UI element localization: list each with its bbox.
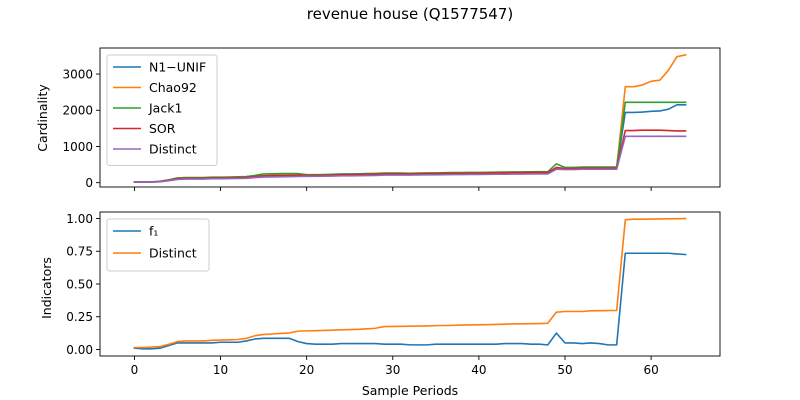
cardinality-legend-label-jack1: Jack1	[148, 101, 182, 116]
indicators-y-tick-label: 0.00	[66, 343, 93, 357]
cardinality-legend-label-n1-unif: N1−UNIF	[149, 60, 206, 75]
indicators-x-ticks: 0 10 20 30 40 50 60	[131, 356, 659, 377]
indicators-y-tick-label: 0.25	[66, 310, 93, 324]
x-tick-label: 50	[557, 363, 572, 377]
cardinality-y-ticks: 0 1000 2000 3000	[62, 67, 100, 190]
x-tick-label: 0	[131, 363, 139, 377]
indicators-legend-label-distinct: Distinct	[149, 246, 197, 261]
cardinality-axes-frame	[99, 47, 721, 188]
cardinality-legend: N1−UNIF Chao92 Jack1 SOR Distinct	[106, 54, 218, 166]
indicators-plot-area	[133, 217, 687, 350]
x-axis-label: Sample Periods	[362, 383, 458, 398]
indicators-y-ticks: 0.00 0.25 0.50 0.75 1.00	[66, 212, 100, 357]
cardinality-x-ticks	[133, 187, 652, 191]
indicators-y-tick-label: 0.50	[66, 277, 93, 291]
x-tick-label: 60	[643, 363, 658, 377]
figure-title: revenue house (Q1577547)	[307, 5, 514, 23]
x-tick-label: 40	[471, 363, 486, 377]
indicators-legend-box	[106, 218, 210, 272]
indicators-y-axis-label: Indicators	[39, 257, 54, 319]
indicators-legend: f₁ Distinct	[106, 218, 210, 272]
x-tick-label: 10	[213, 363, 228, 377]
indicators-y-tick-label: 1.00	[66, 212, 93, 226]
indicators-line-distinct	[133, 217, 687, 349]
cardinality-y-tick-label: 3000	[62, 67, 93, 81]
x-tick-label: 30	[385, 363, 400, 377]
cardinality-axes: 0 1000 2000 3000 Cardinality N1−UNIF Chao92 J…	[35, 47, 721, 191]
x-tick-label: 20	[299, 363, 314, 377]
cardinality-legend-label-distinct: Distinct	[149, 142, 197, 157]
indicators-y-tick-label: 0.75	[66, 245, 93, 259]
cardinality-legend-label-sor: SOR	[149, 121, 176, 136]
cardinality-plot-area	[133, 53, 687, 183]
indicators-axes: 0 10 20 30 40 50 60 0.00 0.25 0.50 0.75 1.00 Indic…	[39, 211, 721, 398]
cardinality-y-tick-label: 0	[85, 176, 93, 190]
cardinality-line-distinct	[133, 135, 687, 183]
cardinality-y-tick-label: 2000	[62, 104, 93, 118]
indicators-line-f	[133, 252, 687, 350]
cardinality-legend-box	[106, 54, 218, 166]
cardinality-y-tick-label: 1000	[62, 140, 93, 154]
cardinality-legend-label-chao92: Chao92	[149, 80, 197, 95]
cardinality-y-axis-label: Cardinality	[35, 84, 50, 152]
indicators-legend-label-f: f₁	[149, 224, 158, 239]
